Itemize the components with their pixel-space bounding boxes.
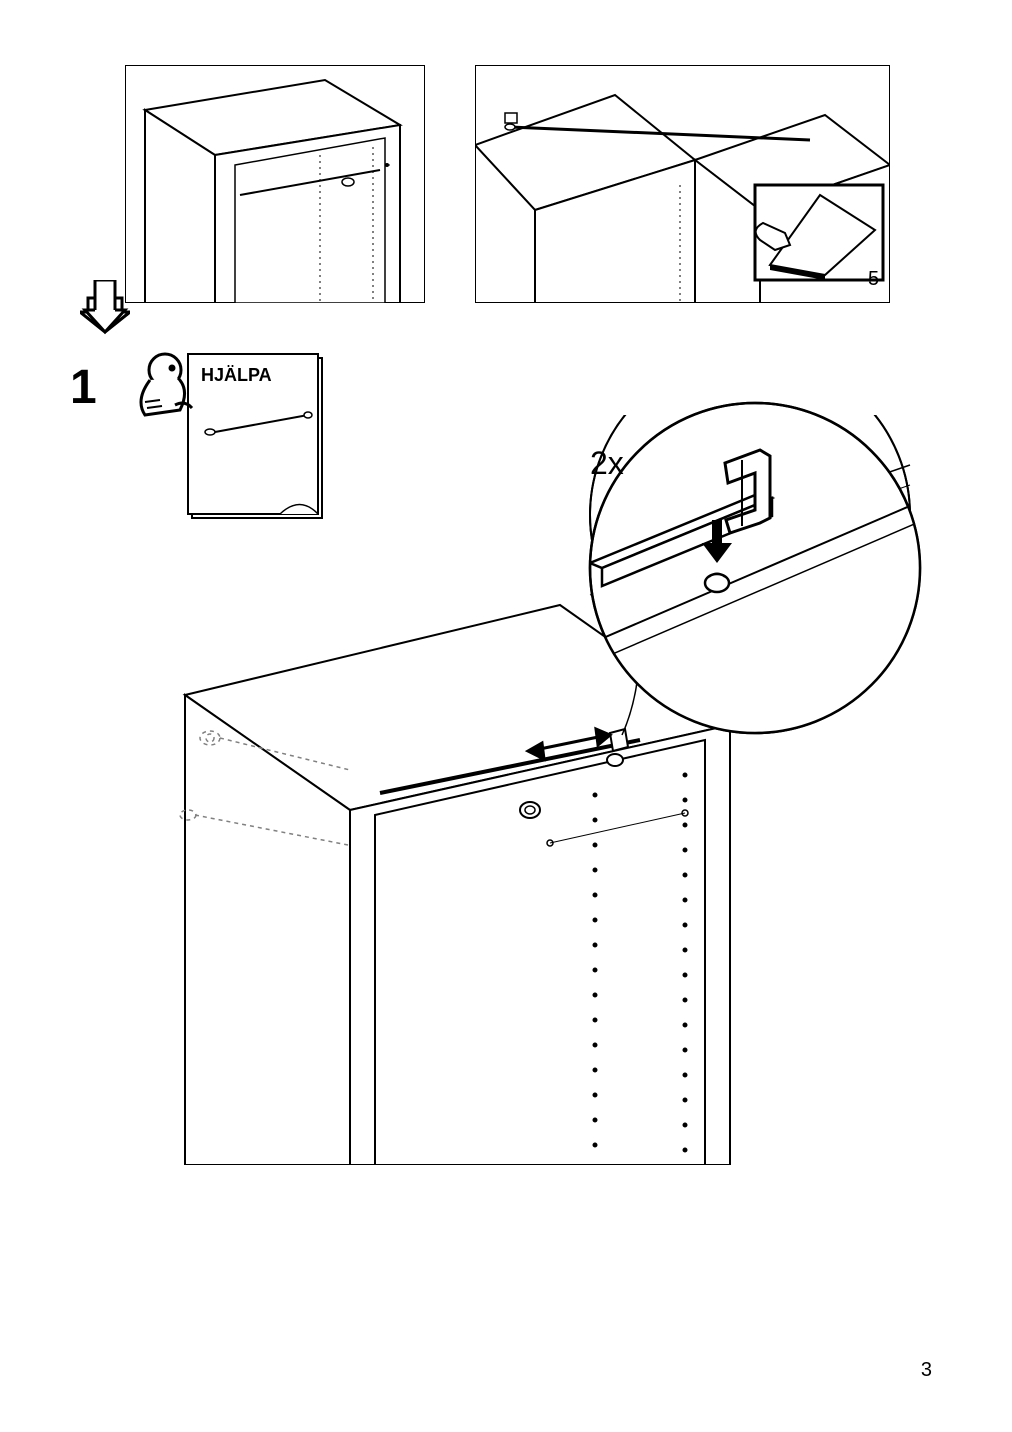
step-number: 1: [70, 360, 97, 415]
down-arrow-icon: [80, 280, 130, 335]
panel-wardrobe-front: [125, 65, 425, 303]
manual-title: HJÄLPA: [201, 365, 272, 386]
instruction-page: 5 1: [0, 0, 1012, 1432]
quantity-label: 2x: [590, 445, 624, 482]
page-number: 3: [921, 1359, 932, 1382]
inset-page-reference: 5: [868, 268, 879, 291]
panel-top-connection: [475, 65, 890, 303]
